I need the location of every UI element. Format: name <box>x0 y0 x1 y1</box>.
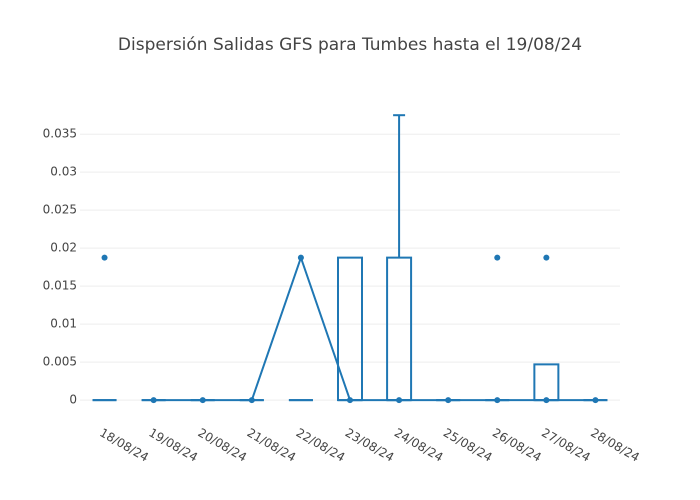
y-tick-label: 0.02 <box>50 241 77 255</box>
line-point <box>297 254 304 261</box>
line-point <box>592 397 599 404</box>
line-point <box>199 397 206 404</box>
line-point <box>445 397 452 404</box>
y-tick-label: 0.005 <box>43 355 77 369</box>
chart-title: Dispersión Salidas GFS para Tumbes hasta… <box>118 35 582 55</box>
line-point <box>150 397 157 404</box>
outlier <box>543 254 550 261</box>
outlier <box>494 254 501 261</box>
line <box>153 254 596 402</box>
line-point <box>396 397 403 404</box>
y-tick-label: 0 <box>69 393 77 407</box>
y-tick-label: 0.035 <box>43 127 77 141</box>
y-tick-label: 0.015 <box>43 279 77 293</box>
outlier <box>101 254 108 261</box>
line-point <box>347 397 353 404</box>
line-point <box>248 397 255 404</box>
line-point <box>494 397 501 404</box>
y-tick-label: 0.025 <box>43 203 77 217</box>
y-tick-label: 0.03 <box>50 165 77 179</box>
line-point <box>543 397 550 404</box>
y-tick-label: 0.01 <box>50 317 77 331</box>
